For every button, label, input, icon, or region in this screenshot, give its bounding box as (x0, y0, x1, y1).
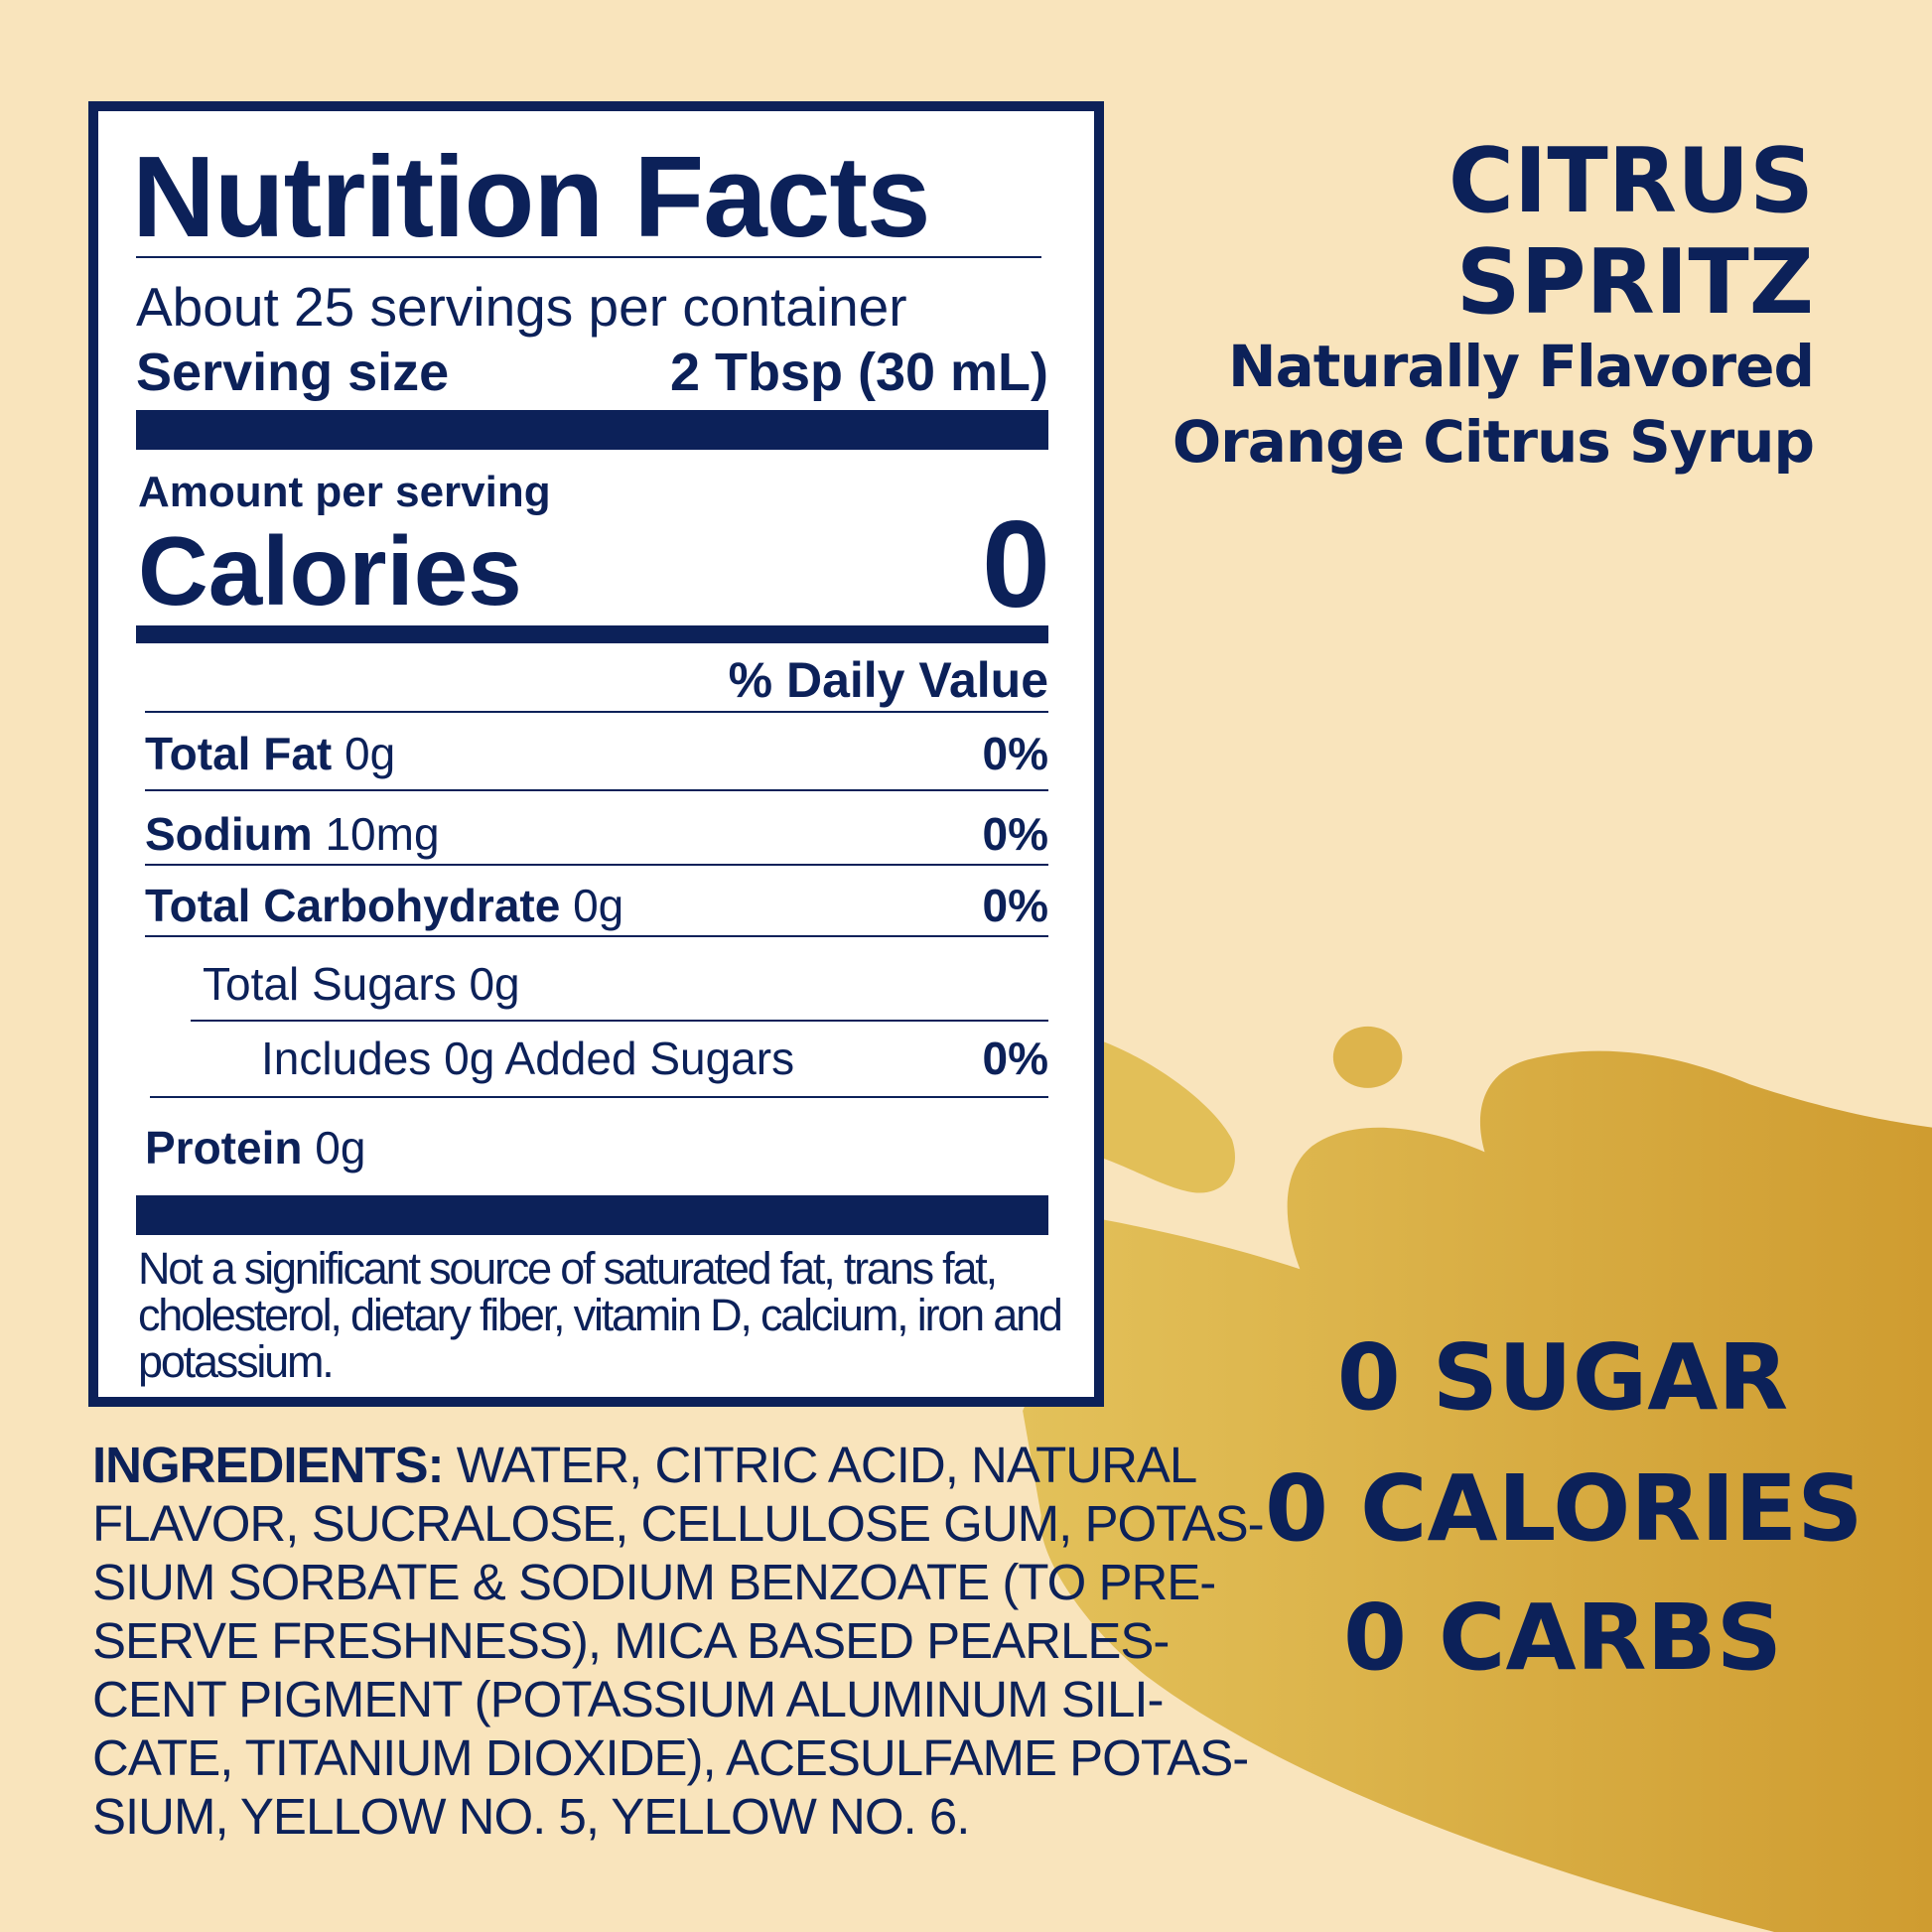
ingredients-line: FLAVOR, SUCRALOSE, CELLULOSE GUM, POTAS- (92, 1495, 1265, 1552)
divider (191, 1020, 1048, 1022)
nutrient-amount: 0g (573, 880, 624, 931)
nutrition-facts-panel: Nutrition Facts About 25 servings per co… (88, 101, 1104, 1407)
product-name-line2: SPRITZ (1455, 230, 1814, 335)
medium-bar (136, 625, 1048, 643)
splash-dot (1332, 1026, 1403, 1088)
ingredients-heading: INGREDIENTS: (92, 1437, 445, 1493)
claim-zero-carbs: 0 CARBS (1343, 1585, 1782, 1691)
row-sodium: Sodium 10mg (145, 811, 440, 857)
nutrition-title: Nutrition Facts (132, 132, 930, 261)
ingredients-line: INGREDIENTS: WATER, CITRIC ACID, NATURAL (92, 1436, 1234, 1494)
thick-bar (136, 1195, 1048, 1235)
nutrient-name: Protein (145, 1122, 303, 1173)
ingredients-line: SIUM, YELLOW NO. 5, YELLOW NO. 6. (92, 1788, 970, 1845)
divider (145, 935, 1048, 937)
serving-size-value: 2 Tbsp (30 mL) (669, 343, 1048, 402)
row-protein: Protein 0g (145, 1125, 365, 1171)
claim-zero-calories: 0 CALORIES (1265, 1455, 1863, 1562)
dv-total-carbohydrate: 0% (982, 880, 1048, 931)
product-name-line1: CITRUS (1448, 129, 1814, 233)
footnote-line: cholesterol, dietary fiber, vitamin D, c… (138, 1290, 1063, 1340)
footnote-line: potassium. (138, 1336, 335, 1387)
row-added-sugars: Includes 0g Added Sugars (261, 1033, 795, 1084)
amount-per-serving: Amount per serving (138, 468, 551, 516)
product-description-line2: Orange Citrus Syrup (1172, 408, 1815, 476)
claim-zero-sugar: 0 SUGAR (1336, 1324, 1789, 1431)
row-total-fat: Total Fat 0g (145, 731, 395, 776)
nutrient-name: Total Carbohydrate (145, 880, 561, 931)
divider (145, 711, 1048, 713)
ingredients-line: CENT PIGMENT (POTASSIUM ALUMINUM SILI- (92, 1671, 1164, 1727)
product-description-line1: Naturally Flavored (1228, 333, 1815, 400)
ingredients-line: SERVE FRESHNESS), MICA BASED PEARLES- (92, 1612, 1170, 1669)
ingredients-text: WATER, CITRIC ACID, NATURAL (443, 1437, 1198, 1493)
nutrient-amount: 0g (345, 728, 396, 779)
row-total-carbohydrate: Total Carbohydrate 0g (145, 883, 623, 928)
dv-total-fat: 0% (982, 728, 1048, 779)
nutrient-name: Total Fat (145, 728, 333, 779)
divider (136, 256, 1041, 258)
dv-added-sugars: 0% (982, 1033, 1048, 1084)
thick-bar (136, 410, 1048, 450)
divider (145, 789, 1048, 791)
footnote-line: Not a significant source of saturated fa… (138, 1243, 998, 1294)
divider (150, 1096, 1048, 1098)
ingredients-line: SIUM SORBATE & SODIUM BENZOATE (TO PRE- (92, 1554, 1216, 1610)
row-total-sugars: Total Sugars 0g (203, 958, 520, 1010)
calories-label: Calories (138, 516, 522, 625)
ingredients-list: INGREDIENTS: WATER, CITRIC ACID, NATURAL… (92, 1436, 1265, 1846)
dv-sodium: 0% (982, 808, 1048, 860)
nutrient-name: Sodium (145, 808, 313, 860)
nutrient-amount: 10mg (325, 808, 440, 860)
servings-per-container: About 25 servings per container (136, 276, 907, 338)
calories-value: 0 (982, 496, 1050, 633)
nutrient-amount: 0g (315, 1122, 366, 1173)
daily-value-header: % Daily Value (728, 652, 1048, 708)
serving-size-label: Serving size (136, 343, 450, 402)
splash-main (1023, 1050, 1932, 1932)
divider (145, 864, 1048, 866)
splash-drop (1084, 1035, 1235, 1193)
ingredients-line: CATE, TITANIUM DIOXIDE), ACESULFAME POTA… (92, 1729, 1249, 1786)
